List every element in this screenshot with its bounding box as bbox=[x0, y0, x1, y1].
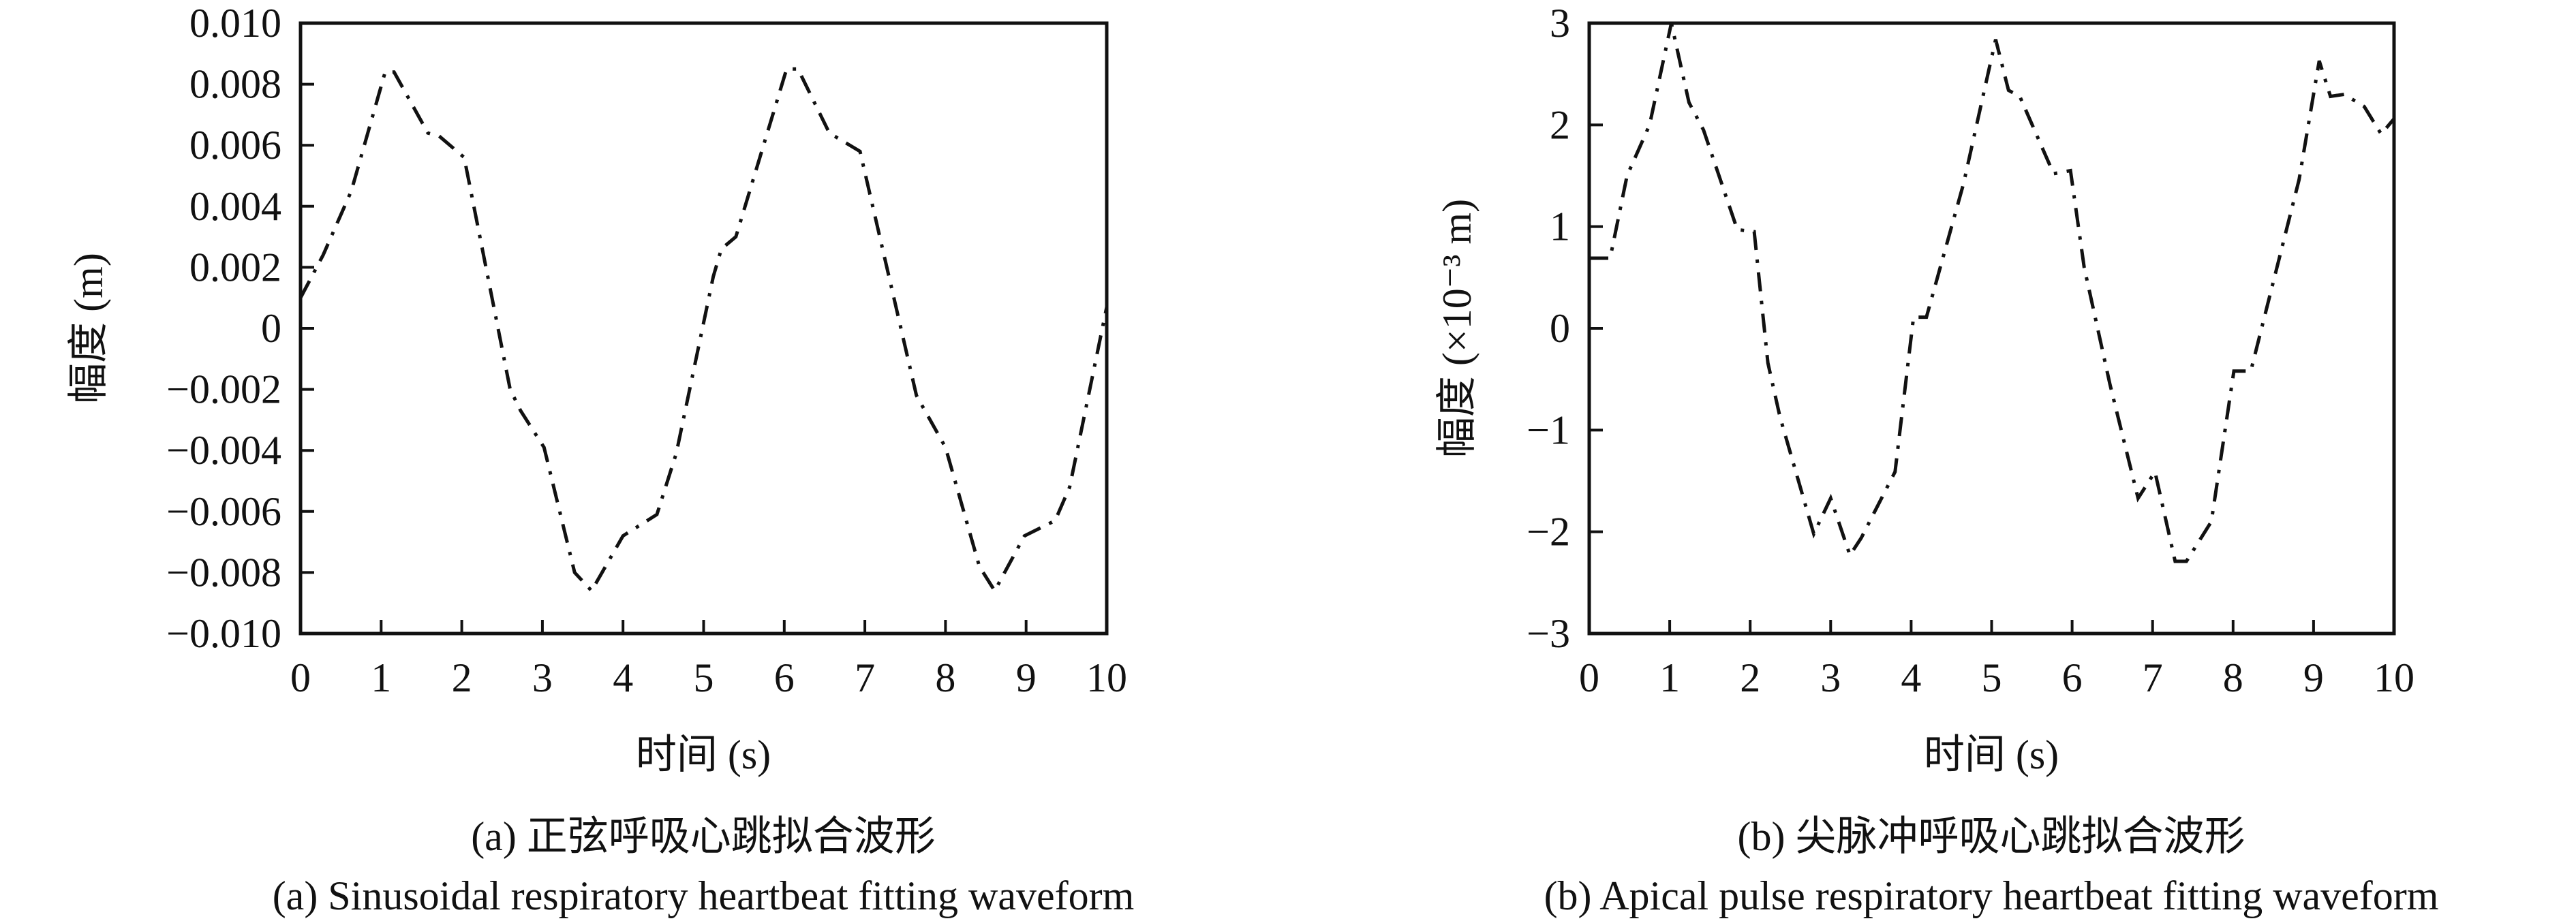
series-line bbox=[298, 67, 1109, 595]
x-tick-label: 3 bbox=[532, 655, 553, 700]
caption-cn: (a) 正弦呼吸心跳拟合波形 bbox=[471, 814, 936, 859]
y-tick-label: −3 bbox=[1527, 611, 1570, 656]
x-tick-label: 5 bbox=[694, 655, 714, 700]
x-tick-label: 0 bbox=[290, 655, 311, 700]
caption-en: (b) Apical pulse respiratory heartbeat f… bbox=[1544, 873, 2439, 918]
y-tick-label: 3 bbox=[1550, 1, 1570, 46]
plot-frame bbox=[298, 21, 1109, 636]
y-tick-label: −0.008 bbox=[166, 550, 281, 595]
x-tick-label: 2 bbox=[452, 655, 472, 700]
x-tick-label: 2 bbox=[1740, 655, 1760, 700]
y-tick-label: −0.002 bbox=[166, 367, 281, 412]
y-tick-label: 0.002 bbox=[189, 245, 281, 290]
caption-cn: (b) 尖脉冲呼吸心跳拟合波形 bbox=[1738, 814, 2245, 859]
y-tick-label: 0.008 bbox=[189, 62, 281, 107]
y-tick-label: −2 bbox=[1527, 510, 1570, 555]
y-tick-label: −0.006 bbox=[166, 489, 281, 534]
y-tick-label: 2 bbox=[1550, 102, 1570, 147]
x-tick-label: 6 bbox=[2062, 655, 2083, 700]
chart-a: 时间 (s) 幅度 (m) (a) 正弦呼吸心跳拟合波形 (a) Sinusoi… bbox=[66, 1, 1134, 918]
x-tick-label: 7 bbox=[2143, 655, 2163, 700]
x-tick-label: 10 bbox=[1086, 655, 1127, 700]
y-tick-label: −1 bbox=[1527, 407, 1570, 452]
x-axis-label: 时间 (s) bbox=[1924, 732, 2059, 777]
x-tick-label: 9 bbox=[2303, 655, 2324, 700]
x-tick-label: 4 bbox=[1901, 655, 1921, 700]
x-axis-label: 时间 (s) bbox=[636, 732, 771, 777]
y-tick-label: −0.010 bbox=[166, 611, 281, 656]
x-tick-label: 4 bbox=[613, 655, 633, 700]
x-tick-label: 8 bbox=[935, 655, 955, 700]
x-tick-label: 3 bbox=[1820, 655, 1841, 700]
x-tick-label: 1 bbox=[371, 655, 391, 700]
x-tick-label: 1 bbox=[1659, 655, 1680, 700]
y-tick-label: 0.004 bbox=[189, 184, 281, 229]
x-tick-label: 7 bbox=[855, 655, 875, 700]
x-tick-label: 0 bbox=[1579, 655, 1599, 700]
y-tick-label: 0 bbox=[261, 306, 281, 351]
y-axis-label: 幅度 (m) bbox=[66, 253, 111, 404]
y-tick-label: 1 bbox=[1550, 204, 1570, 249]
y-tick-label: 0.006 bbox=[189, 123, 281, 168]
caption-en: (a) Sinusoidal respiratory heartbeat fit… bbox=[273, 873, 1135, 918]
y-tick-label: −0.004 bbox=[166, 428, 281, 473]
x-tick-label: 5 bbox=[1982, 655, 2002, 700]
chart-b: 时间 (s) 幅度 (×10⁻³ m) (b) 尖脉冲呼吸心跳拟合波形 (b) … bbox=[1435, 1, 2438, 918]
plot-frame bbox=[1587, 21, 2396, 636]
x-tick-label: 6 bbox=[774, 655, 795, 700]
series-line bbox=[1589, 22, 2395, 563]
y-axis-label: 幅度 (×10⁻³ m) bbox=[1435, 199, 1479, 458]
x-tick-label: 9 bbox=[1016, 655, 1037, 700]
x-tick-label: 10 bbox=[2374, 655, 2414, 700]
x-tick-label: 8 bbox=[2223, 655, 2243, 700]
y-tick-label: 0 bbox=[1550, 306, 1570, 351]
y-tick-label: 0.010 bbox=[189, 1, 281, 46]
